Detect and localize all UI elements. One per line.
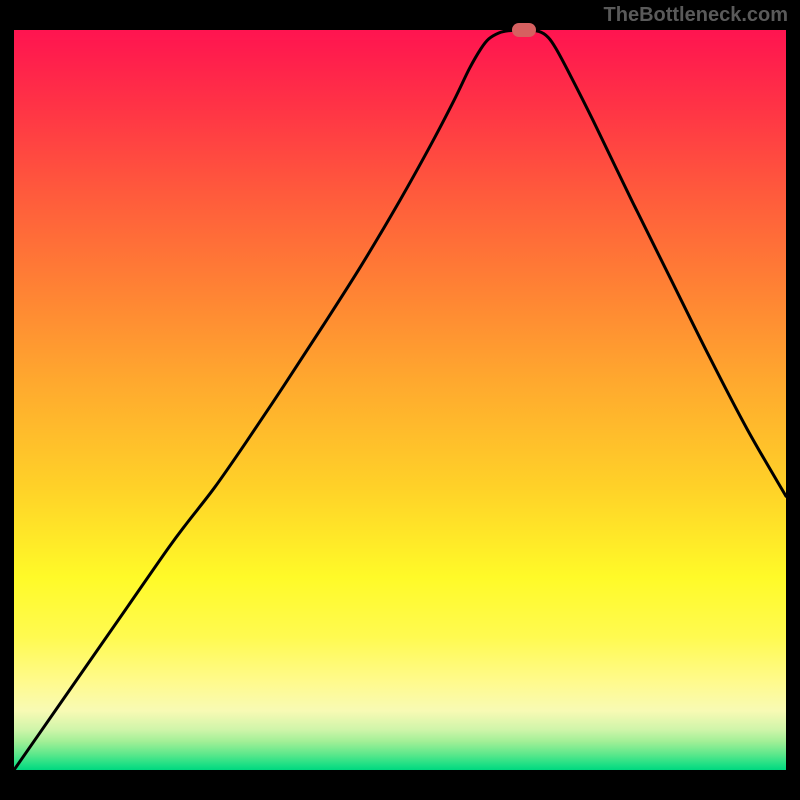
watermark-text: TheBottleneck.com	[604, 4, 788, 27]
optimal-point-marker	[512, 23, 536, 37]
gradient-background	[14, 30, 786, 770]
plot-area	[14, 30, 786, 770]
